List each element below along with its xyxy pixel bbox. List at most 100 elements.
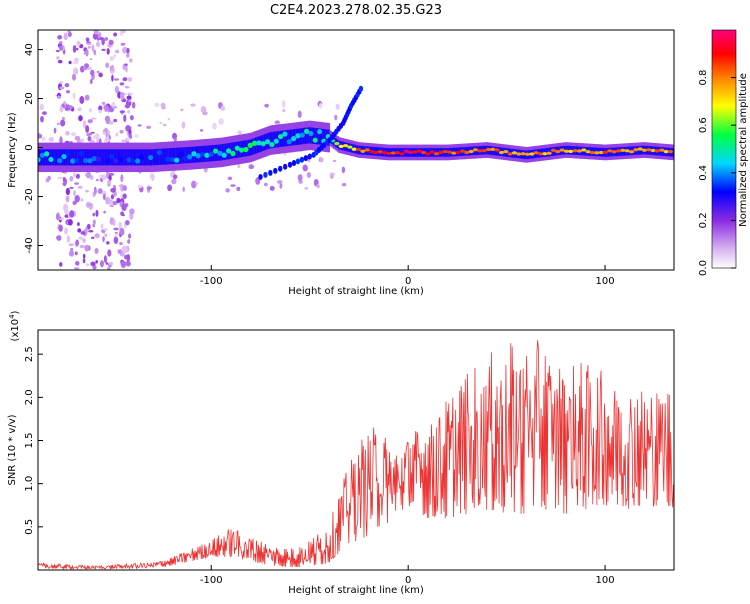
noise-speck	[82, 253, 86, 259]
branch-blob	[282, 163, 288, 170]
ridge-band	[550, 147, 554, 157]
noise-speck	[96, 178, 99, 182]
noise-speck	[74, 195, 80, 203]
noise-speck	[90, 79, 93, 85]
ridge-blob	[299, 132, 305, 138]
snr-x-label: Height of straight line (km)	[288, 585, 424, 596]
noise-speck	[125, 219, 130, 226]
noise-speck	[62, 176, 66, 182]
ridge-blob	[238, 147, 245, 153]
ridge-blob	[667, 149, 674, 154]
ridge-blob	[438, 150, 444, 154]
ridge-blob	[494, 148, 500, 152]
x-tick-label: 0	[405, 276, 411, 287]
ridge-blob	[104, 159, 110, 165]
ridge-blob	[65, 150, 71, 156]
ridge-band	[74, 149, 77, 166]
noise-speck	[200, 105, 207, 113]
colorbar-tick-label: 0.6	[698, 117, 709, 133]
ridge-band	[123, 149, 127, 166]
ridge-band	[281, 130, 284, 147]
noise-speck	[92, 219, 96, 225]
ridge-blob	[520, 152, 526, 156]
noise-speck	[263, 182, 268, 187]
noise-speck	[85, 189, 89, 193]
noise-speck	[107, 249, 112, 257]
ridge-band	[166, 148, 169, 165]
noise-speck	[101, 37, 105, 46]
noise-speck	[113, 32, 118, 37]
ridge-blob	[52, 154, 58, 160]
noise-speck	[84, 63, 90, 69]
ridge-blob	[135, 158, 141, 164]
ridge-band	[231, 142, 235, 159]
noise-speck	[297, 110, 302, 119]
noise-speck	[105, 262, 109, 265]
noise-speck	[103, 255, 107, 264]
noise-speck	[330, 172, 335, 176]
noise-speck	[115, 132, 119, 137]
y-tick-label: 1.0	[24, 476, 35, 492]
noise-speck	[277, 180, 283, 185]
ridge-blob	[524, 152, 531, 156]
noise-speck	[100, 223, 104, 229]
noise-speck	[110, 64, 115, 72]
noise-speck	[114, 85, 120, 94]
noise-speck	[94, 233, 100, 239]
ridge-band	[224, 143, 228, 160]
ridge-band	[315, 128, 318, 145]
x-tick-label: 100	[596, 575, 615, 586]
ridge-band	[306, 127, 309, 144]
noise-speck	[47, 175, 51, 181]
noise-speck	[122, 77, 128, 82]
noise-speck	[57, 59, 63, 64]
noise-speck	[88, 230, 94, 233]
ridge-band	[182, 147, 185, 164]
ridge-band	[90, 149, 93, 166]
noise-speck	[94, 247, 99, 254]
noise-speck	[92, 212, 95, 217]
noise-speck	[248, 164, 255, 170]
noise-speck	[69, 175, 74, 182]
noise-speck	[126, 254, 131, 262]
noise-speck	[97, 188, 103, 194]
x-tick-label: 0	[405, 575, 411, 586]
ridge-blob	[139, 154, 145, 161]
noise-speck	[332, 159, 337, 163]
noise-speck	[57, 95, 61, 99]
ridge-blob	[303, 128, 310, 134]
ridge-blob	[217, 150, 223, 156]
noise-speck	[102, 193, 106, 200]
noise-speck	[82, 238, 86, 244]
noise-speck	[154, 102, 160, 107]
ridge-band	[130, 149, 134, 166]
ridge-blob	[44, 151, 50, 157]
ridge-blob	[485, 147, 492, 152]
noise-speck	[58, 45, 64, 51]
ridge-blob	[368, 150, 375, 154]
noise-speck	[91, 236, 95, 240]
ridge-blob	[620, 148, 626, 152]
noise-speck	[86, 42, 92, 45]
noise-speck	[90, 261, 96, 267]
noise-speck	[113, 53, 116, 59]
ridge-blob	[607, 149, 613, 153]
ridge-blob	[594, 151, 600, 155]
noise-speck	[101, 174, 107, 181]
ridge-blob	[38, 157, 41, 163]
branch-blob	[291, 160, 297, 167]
snr-x-ticks: -100 0 100	[200, 565, 615, 586]
ridge-blob	[182, 155, 188, 161]
ridge-blob	[381, 151, 388, 155]
ridge-blob	[187, 154, 193, 160]
noise-speck	[86, 203, 93, 206]
noise-speck	[134, 134, 139, 138]
noise-speck	[119, 129, 124, 134]
noise-speck	[220, 105, 225, 111]
y-tick-label: 0	[24, 144, 35, 150]
ridge-band	[58, 149, 61, 166]
noise-speck	[182, 186, 185, 192]
ridge-band	[173, 147, 176, 165]
noise-speck	[106, 129, 110, 137]
